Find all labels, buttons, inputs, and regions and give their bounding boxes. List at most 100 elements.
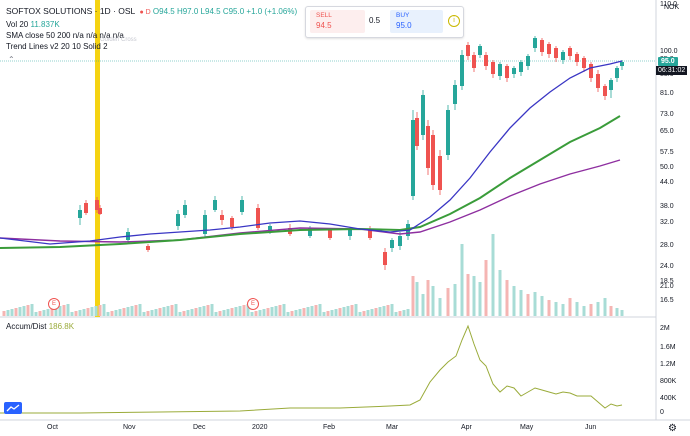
candle-body [390, 240, 394, 248]
volume-bar [222, 310, 226, 316]
ohlc-high: H97.0 [176, 7, 199, 16]
candle-body [84, 203, 88, 213]
volume-bar [162, 307, 166, 316]
volume-bar [50, 308, 54, 316]
volume-bar [170, 305, 174, 316]
volume-bar [402, 310, 406, 316]
gear-icon[interactable]: ⚙ [668, 423, 677, 434]
collapse-legend-icon[interactable]: ⌃ [8, 55, 15, 64]
trend-legend[interactable]: Trend Lines v2 20 10 Solid 2 [6, 42, 108, 52]
candle-body [472, 55, 476, 68]
ma-50-line [0, 115, 621, 249]
candle-body [446, 110, 450, 155]
sell-price: 94.5 [316, 21, 332, 30]
price-axis-label: 81.0 [660, 90, 674, 97]
candle-body [540, 40, 544, 52]
volume-bar [114, 310, 118, 316]
volume-bar [118, 309, 122, 316]
volume-bar [214, 312, 218, 316]
volume-bar [478, 282, 482, 316]
candle-body [568, 48, 572, 56]
volume-bar [186, 310, 190, 316]
volume-bar [505, 280, 509, 316]
volume-bar [512, 286, 516, 316]
volume-legend[interactable]: Vol 20 11.837K [6, 20, 60, 30]
symbol-name[interactable]: SOFTOX SOLUTIONS · 1D · OSL [6, 6, 136, 16]
earnings-marker[interactable]: E [247, 298, 259, 310]
volume-bar [330, 310, 334, 316]
volume-bar [142, 312, 146, 316]
buy-price: 95.0 [396, 21, 412, 30]
volume-bar [246, 304, 250, 316]
trade-panel: SELL 94.5 0.5 BUY 95.0 i [305, 6, 464, 38]
info-icon[interactable]: i [448, 15, 460, 27]
candle-body [213, 200, 217, 210]
volume-bar [466, 274, 470, 316]
volume-bar [390, 304, 394, 316]
volume-bar [190, 309, 194, 316]
candle-body [498, 64, 502, 76]
candle-body [95, 200, 99, 210]
volume-bar [6, 310, 10, 316]
accum-dist-line [0, 324, 623, 414]
earnings-marker[interactable]: E [48, 298, 60, 310]
volume-bar [254, 311, 258, 316]
volume-bar [382, 306, 386, 316]
candle-body [98, 208, 102, 214]
price-axis-label: 21.0 [660, 283, 674, 290]
sma-legend[interactable]: SMA close 50 200 n/a n/a n/a n/a [6, 31, 124, 41]
volume-bar [582, 306, 586, 316]
volume-bar [174, 304, 178, 316]
volume-bar [30, 304, 34, 316]
currency-label: NOK [664, 4, 680, 11]
volume-bar [226, 309, 230, 316]
candle-body [589, 64, 593, 78]
time-axis-label: Apr [461, 424, 472, 431]
volume-bar [66, 304, 70, 316]
volume-bar [10, 309, 14, 316]
volume-bar [278, 305, 282, 316]
sma-values: n/a n/a n/a n/a [72, 31, 124, 40]
volume-bar [26, 305, 30, 316]
time-axis-label: 2020 [252, 424, 268, 431]
volume-bar [126, 307, 130, 316]
volume-bar [526, 294, 530, 316]
candle-body [383, 252, 387, 265]
volume-bar [302, 308, 306, 316]
volume-bar [609, 306, 613, 316]
volume-bar [134, 305, 138, 316]
candle-body [609, 80, 613, 90]
sell-button[interactable]: SELL 94.5 [310, 10, 365, 33]
alert-dot: ● D [137, 9, 151, 16]
candle-body [415, 118, 419, 146]
buy-button[interactable]: BUY 95.0 [390, 10, 443, 33]
volume-bar [62, 305, 66, 316]
volume-bar [310, 306, 314, 316]
volume-bar [334, 309, 338, 316]
buy-label: BUY [396, 12, 410, 19]
volume-bar [178, 312, 182, 316]
volume-bar [154, 309, 158, 316]
sell-label: SELL [316, 12, 332, 19]
volume-bar [453, 284, 457, 316]
volume-bar [194, 308, 198, 316]
price-axis-label: 50.0 [660, 164, 674, 171]
volume-bar [342, 307, 346, 316]
volume-bar [415, 282, 419, 316]
candle-body [230, 218, 234, 227]
volume-bar [182, 311, 186, 316]
accum-axis-label: 1.2M [660, 361, 676, 368]
volume-bar [130, 306, 134, 316]
candle-body [533, 38, 537, 48]
accum-legend[interactable]: Accum/Dist 186.8K [6, 322, 74, 332]
candle-body [466, 45, 470, 56]
candle-body [547, 44, 551, 54]
candle-body [603, 86, 607, 96]
candle-body [615, 68, 619, 78]
volume-bar [18, 307, 22, 316]
time-axis-label: Feb [323, 424, 336, 431]
volume-bar [238, 306, 242, 316]
volume-bar [540, 296, 544, 316]
